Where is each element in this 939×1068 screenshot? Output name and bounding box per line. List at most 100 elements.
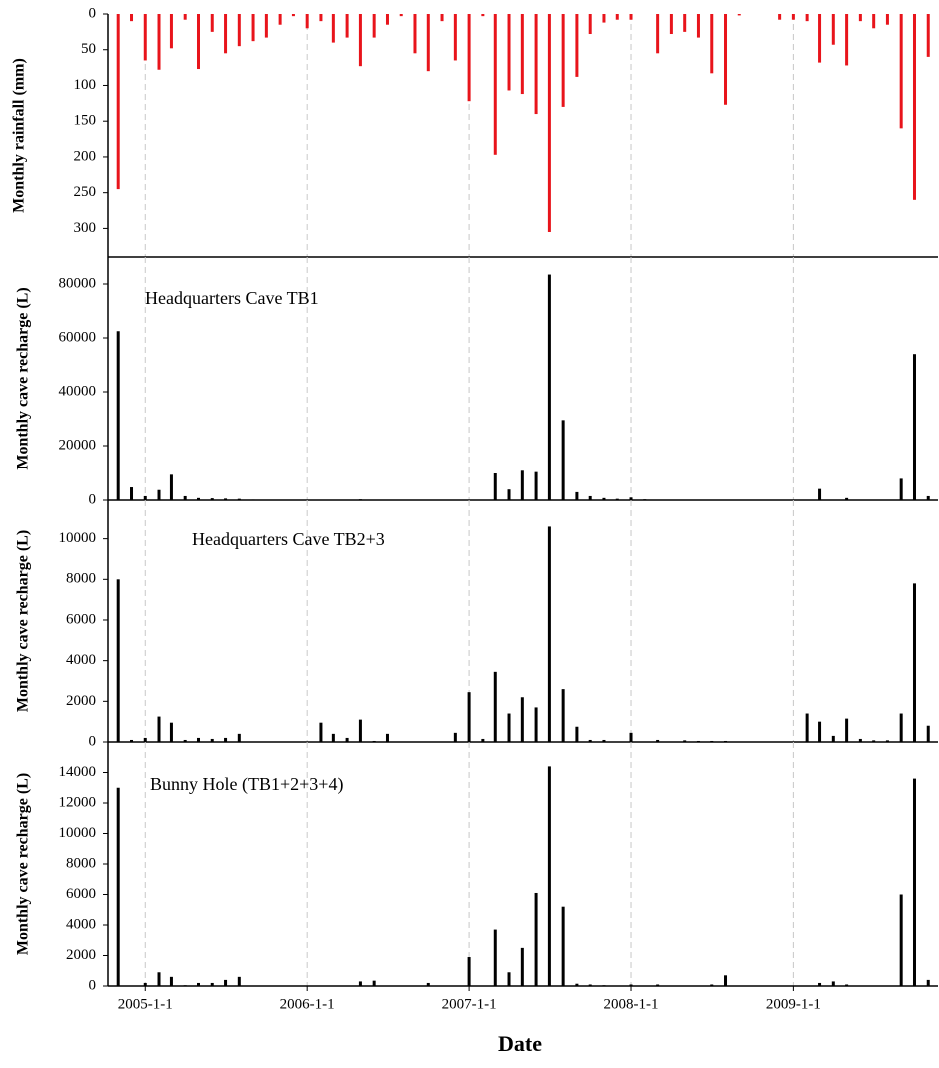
bar — [561, 420, 565, 500]
y-tick-label: 2000 — [66, 947, 96, 963]
bar — [588, 14, 592, 35]
y-axis-label: Monthly cave recharge (L) — [15, 287, 32, 469]
bar — [224, 498, 228, 500]
y-tick-label: 10000 — [59, 825, 97, 841]
bar — [629, 732, 633, 742]
y-tick-label: 4000 — [66, 916, 96, 932]
bar — [737, 14, 741, 16]
bar — [507, 489, 511, 500]
bar — [926, 979, 930, 986]
bar — [912, 354, 916, 500]
bar — [845, 718, 849, 742]
bar — [157, 489, 161, 500]
bar — [656, 984, 660, 986]
bar — [130, 739, 134, 742]
bar — [426, 14, 430, 72]
bar — [831, 14, 835, 45]
bar — [481, 738, 485, 742]
bar — [547, 14, 551, 232]
bar — [534, 471, 538, 500]
bar — [791, 14, 795, 20]
bar — [710, 14, 714, 74]
bar — [520, 14, 524, 95]
bar — [237, 14, 241, 47]
bar — [575, 983, 579, 986]
y-tick-label: 0 — [89, 733, 97, 749]
bar — [507, 14, 511, 91]
bar — [169, 976, 173, 986]
bar — [520, 470, 524, 500]
y-tick-label: 14000 — [59, 764, 97, 780]
bar — [899, 713, 903, 742]
bar — [224, 979, 228, 986]
bar — [534, 707, 538, 742]
bar — [358, 981, 362, 986]
x-tick-label: 2008-1-1 — [604, 996, 659, 1012]
bar — [210, 14, 214, 32]
bar — [683, 14, 687, 32]
bar — [858, 738, 862, 742]
bar — [169, 722, 173, 742]
bar — [547, 766, 551, 986]
bar — [507, 713, 511, 742]
bar — [210, 738, 214, 742]
bar — [507, 972, 511, 986]
bar — [885, 14, 889, 25]
bar — [358, 14, 362, 67]
x-tick-label: 2009-1-1 — [766, 996, 821, 1012]
bar — [615, 14, 619, 20]
y-tick-label: 6000 — [66, 611, 96, 627]
y-tick-label: 60000 — [59, 329, 97, 345]
bar — [196, 737, 200, 742]
bar — [399, 14, 403, 17]
bar — [319, 14, 323, 22]
bar — [210, 498, 214, 500]
bar — [696, 14, 700, 38]
bar — [669, 14, 673, 35]
bar — [885, 740, 889, 742]
annotation: Headquarters Cave TB1 — [145, 288, 319, 308]
bar — [912, 778, 916, 986]
x-axis-label: Date — [498, 1031, 542, 1056]
bar — [493, 473, 497, 500]
bar — [116, 331, 120, 500]
bar — [237, 976, 241, 986]
y-axis-label: Monthly cave recharge (L) — [15, 530, 32, 712]
bar — [143, 495, 147, 500]
bar — [237, 733, 241, 742]
bar — [116, 579, 120, 742]
bar — [210, 982, 214, 986]
bar — [130, 14, 134, 22]
bar — [224, 737, 228, 742]
bar — [481, 14, 485, 17]
bar — [196, 982, 200, 986]
bar — [561, 906, 565, 986]
bar — [453, 14, 457, 61]
y-tick-label: 6000 — [66, 886, 96, 902]
bar — [588, 739, 592, 742]
bar — [291, 14, 295, 17]
y-tick-label: 250 — [74, 184, 97, 200]
bar — [872, 740, 876, 742]
bar — [912, 14, 916, 200]
bar — [710, 984, 714, 986]
bar — [251, 14, 255, 42]
bar — [629, 497, 633, 500]
bar — [196, 497, 200, 500]
bar — [196, 14, 200, 70]
bar — [912, 583, 916, 742]
bar — [899, 894, 903, 986]
bar — [534, 892, 538, 986]
bar — [547, 526, 551, 742]
bar — [426, 982, 430, 986]
bar — [143, 737, 147, 742]
y-tick-label: 150 — [74, 113, 97, 129]
y-tick-label: 10000 — [59, 530, 97, 546]
bar — [845, 984, 849, 986]
bar — [493, 671, 497, 742]
y-tick-label: 12000 — [59, 794, 97, 810]
y-tick-label: 40000 — [59, 383, 97, 399]
y-tick-label: 0 — [89, 5, 97, 21]
